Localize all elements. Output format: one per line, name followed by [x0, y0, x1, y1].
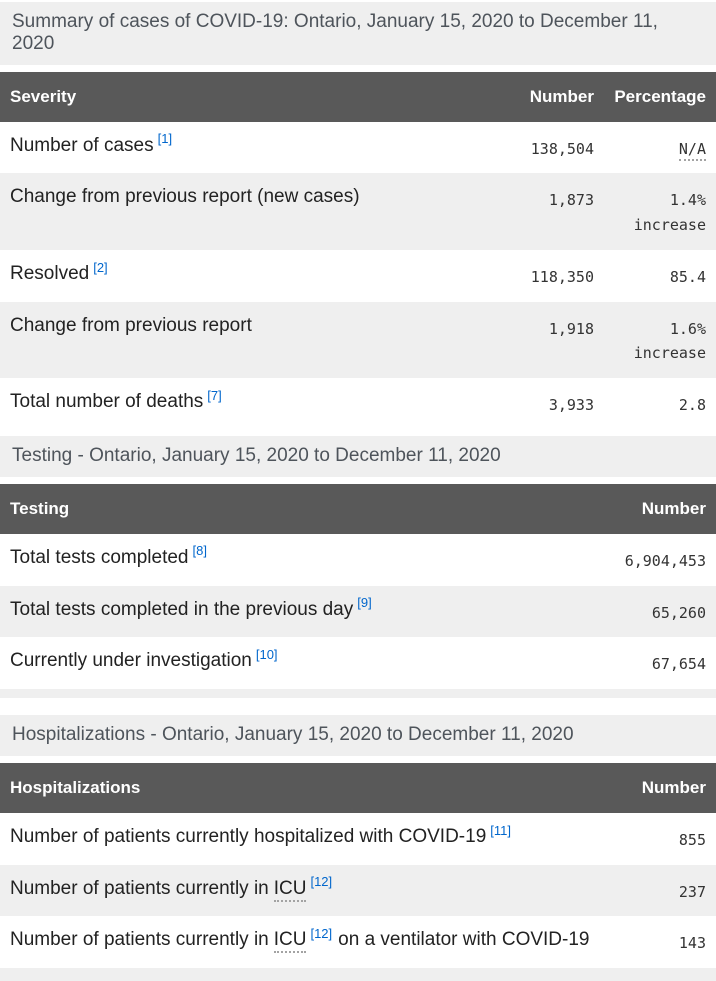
percentage-note: increase [633, 216, 706, 235]
table-row: Total tests completed in the previous da… [0, 585, 716, 638]
footnote-link[interactable]: [7] [207, 387, 222, 403]
na-abbreviation: N/A [678, 139, 706, 161]
percentage-cell: N/A [604, 122, 716, 174]
column-header-severity: Severity [0, 71, 492, 122]
percentage-cell: 1.6% increase [604, 301, 716, 379]
row-label-cell: Number of patients currently in ICU [12] [0, 864, 596, 917]
table-row: Change from previous report 1,918 1.6% in… [0, 301, 716, 379]
testing-header-row: Testing Number [0, 483, 716, 534]
row-label-cell: Number of cases [1] [0, 122, 492, 174]
summary-header-row: Severity Number Percentage [0, 71, 716, 122]
footnote-link[interactable]: [8] [192, 543, 207, 559]
number-cell: 67,654 [651, 655, 706, 674]
table-row: Number of patients currently hospitalize… [0, 813, 716, 865]
number-cell: 3,933 [548, 396, 594, 415]
footnote-link[interactable]: [12] [310, 874, 333, 890]
column-header-number: Number [596, 762, 716, 813]
row-label-cell: Total number of deaths [7] [0, 378, 492, 430]
column-header-hospitalizations: Hospitalizations [0, 762, 596, 813]
row-label-continued: on a ventilator with COVID-19 [338, 929, 590, 951]
percentage-cell: 2.8 [604, 378, 716, 430]
summary-table: Severity Number Percentage Number of cas… [0, 71, 716, 430]
row-label-cell: Currently under investigation [10] [0, 637, 596, 689]
footnote-ref: [12] [310, 925, 332, 942]
row-label-cell: Number of patients currently hospitalize… [0, 813, 596, 865]
footnote-ref: [1] [158, 130, 172, 147]
footnote-ref: [11] [490, 822, 511, 839]
column-header-testing: Testing [0, 483, 596, 534]
footnote-ref: [2] [93, 259, 107, 276]
percentage-value: 1.6% [669, 319, 706, 338]
row-label: Currently under investigation [10, 650, 252, 672]
footnote-link[interactable]: [9] [357, 595, 372, 611]
footnote-link[interactable]: [2] [93, 259, 108, 275]
footnote-ref: [9] [357, 594, 371, 611]
number-cell: 1,873 [492, 173, 604, 250]
percentage-value: 2.8 [678, 396, 706, 415]
hospitalizations-section: Hospitalizations - Ontario, January 15, … [0, 715, 716, 981]
table-row: Change from previous report (new cases) … [0, 173, 716, 250]
percentage-value: 1.4% [669, 191, 706, 210]
percentage-note: increase [633, 344, 706, 363]
row-label: Total number of deaths [10, 391, 204, 413]
table-row: Number of patients currently in ICU [12] 2… [0, 864, 716, 917]
testing-caption: Testing - Ontario, January 15, 2020 to D… [0, 435, 716, 477]
icu-abbreviation: ICU [273, 929, 307, 954]
number-cell: 143 [678, 934, 706, 953]
icu-abbreviation: ICU [273, 877, 307, 902]
row-label-cell: Change from previous report (new cases) [0, 173, 492, 250]
row-label-cell: Change from previous report [0, 301, 492, 379]
number-cell: 855 [678, 830, 706, 849]
row-label-cell: Total tests completed in the previous da… [0, 585, 596, 638]
row-label-cell: Number of patients currently in ICU [12] on… [0, 916, 596, 968]
row-label: Number of patients currently hospitalize… [10, 825, 487, 847]
footnote-link[interactable]: [11] [490, 822, 511, 838]
row-label: Number of patients currently in [10, 877, 269, 899]
row-label-cell: Resolved [2] [0, 250, 492, 302]
row-label: Change from previous report (new cases) [10, 186, 360, 208]
row-label: Total tests completed [10, 546, 189, 568]
table-row: Total number of deaths [7] 3,933 2.8 [0, 378, 716, 430]
number-cell: 65,260 [596, 585, 716, 638]
column-header-number: Number [596, 483, 716, 534]
row-label: Number of cases [10, 134, 154, 156]
summary-caption: Summary of cases of COVID-19: Ontario, J… [0, 2, 716, 65]
footnote-link[interactable]: [10] [255, 646, 278, 662]
row-label-cell: Total tests completed [8] [0, 534, 596, 586]
table-row: Resolved [2] 118,350 85.4 [0, 250, 716, 302]
testing-table: Testing Number Total tests completed [8] … [0, 483, 716, 689]
row-label: Resolved [10, 262, 90, 284]
table-row: Number of cases [1] 138,504 N/A [0, 122, 716, 174]
summary-section: Summary of cases of COVID-19: Ontario, J… [0, 2, 716, 430]
hospitalizations-caption: Hospitalizations - Ontario, January 15, … [0, 715, 716, 756]
table-bottom-strip [0, 689, 716, 699]
table-row: Total tests completed [8] 6,904,453 [0, 534, 716, 586]
row-label: Number of patients currently in [10, 929, 269, 951]
footnote-ref: [10] [256, 646, 278, 663]
row-label: Change from previous report [10, 314, 252, 336]
footnote-ref: [12] [310, 873, 332, 890]
table-row: Number of patients currently in ICU [12] on… [0, 916, 716, 968]
testing-section: Testing - Ontario, January 15, 2020 to D… [0, 435, 716, 699]
percentage-cell: 85.4 [604, 250, 716, 302]
number-cell: 118,350 [530, 267, 594, 286]
column-header-number: Number [492, 71, 604, 122]
footnote-link[interactable]: [1] [157, 131, 173, 147]
percentage-cell: 1.4% increase [604, 173, 716, 250]
number-cell: 237 [596, 864, 716, 917]
row-label: Total tests completed in the previous da… [10, 598, 354, 620]
percentage-value: 85.4 [669, 267, 706, 286]
table-row: Currently under investigation [10] 67,654 [0, 637, 716, 689]
number-cell: 138,504 [530, 139, 594, 158]
footnote-ref: [7] [207, 387, 221, 404]
number-cell: 6,904,453 [624, 551, 706, 570]
page-bottom-strip [0, 968, 716, 981]
footnote-link[interactable]: [12] [310, 926, 333, 942]
footnote-ref: [8] [192, 542, 206, 559]
hospitalizations-table: Hospitalizations Number Number of patien… [0, 762, 716, 968]
column-header-percentage: Percentage [604, 71, 716, 122]
number-cell: 1,918 [492, 301, 604, 379]
hospitalizations-header-row: Hospitalizations Number [0, 762, 716, 813]
